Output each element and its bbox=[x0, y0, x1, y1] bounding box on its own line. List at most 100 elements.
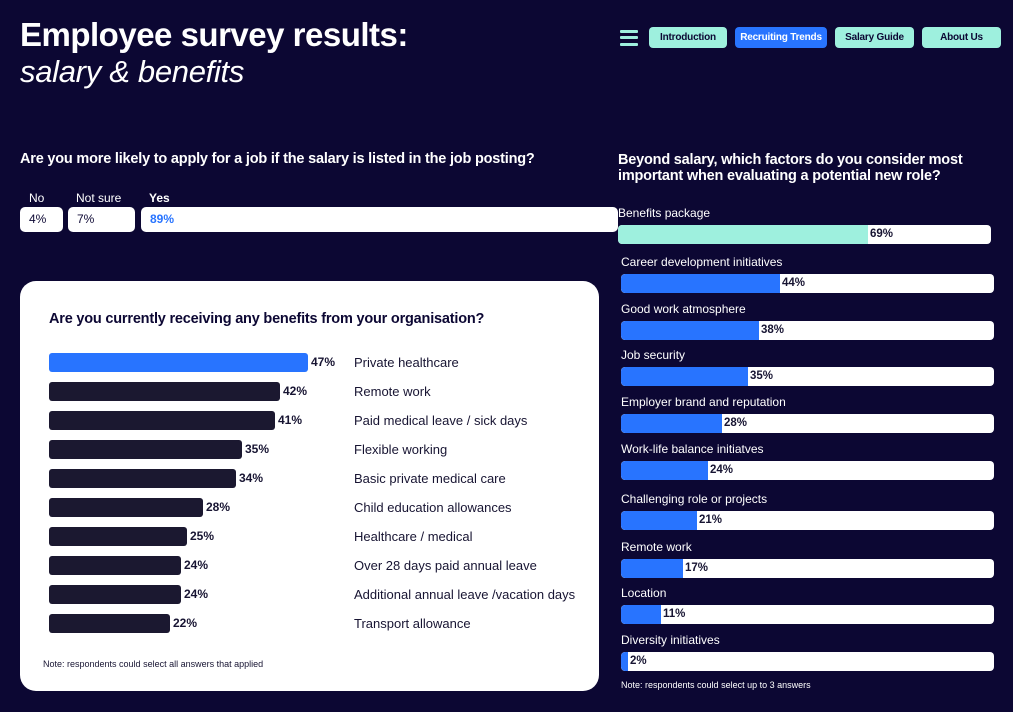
benefit-category-label: Private healthcare bbox=[354, 355, 459, 370]
factor-row: Work-life balance initiatves 24% bbox=[621, 442, 994, 480]
q1-box-yes: 89% bbox=[141, 207, 618, 232]
benefit-category-label: Child education allowances bbox=[354, 500, 512, 515]
benefit-row: 22% Transport allowance bbox=[49, 614, 579, 634]
top-nav: Introduction Recruiting Trends Salary Gu… bbox=[620, 27, 1001, 48]
factor-row: Benefits package 69% bbox=[618, 206, 991, 244]
factor-bar-track: 44% bbox=[621, 274, 994, 293]
factor-row: Remote work 17% bbox=[621, 540, 994, 578]
factor-value-label: 24% bbox=[710, 464, 734, 476]
factor-value-label: 35% bbox=[750, 370, 774, 382]
benefit-category-label: Healthcare / medical bbox=[354, 529, 473, 544]
benefit-value-label: 28% bbox=[206, 500, 231, 514]
factor-bar bbox=[621, 605, 661, 624]
factor-bar bbox=[618, 225, 868, 244]
benefit-row: 47% Private healthcare bbox=[49, 353, 579, 373]
benefit-value-label: 24% bbox=[184, 558, 209, 572]
factor-row: Diversity initiatives 2% bbox=[621, 633, 994, 671]
benefit-value-label: 47% bbox=[311, 355, 336, 369]
benefits-question: Are you currently receiving any benefits… bbox=[49, 311, 485, 327]
nav-recruiting-trends-button[interactable]: Recruiting Trends bbox=[735, 27, 827, 48]
factors-note: Note: respondents could select up to 3 a… bbox=[621, 680, 811, 690]
benefit-bar bbox=[49, 411, 275, 430]
factor-value-label: 17% bbox=[685, 562, 709, 574]
page-subtitle: salary & benefits bbox=[20, 54, 245, 89]
factor-bar-track: 24% bbox=[621, 461, 994, 480]
factor-bar bbox=[621, 321, 759, 340]
benefit-value-label: 42% bbox=[283, 384, 308, 398]
benefit-row: 25% Healthcare / medical bbox=[49, 527, 579, 547]
benefit-bar bbox=[49, 614, 170, 633]
factor-value-label: 69% bbox=[870, 228, 894, 240]
benefit-bar bbox=[49, 469, 236, 488]
factor-bar bbox=[621, 414, 722, 433]
benefit-value-label: 24% bbox=[184, 587, 209, 601]
factor-bar bbox=[621, 652, 628, 671]
benefits-note: Note: respondents could select all answe… bbox=[43, 659, 264, 669]
factor-category-label: Challenging role or projects bbox=[621, 492, 768, 506]
factor-row: Good work atmosphere 38% bbox=[621, 302, 994, 340]
factor-category-label: Location bbox=[621, 586, 667, 600]
factor-category-label: Good work atmosphere bbox=[621, 302, 746, 316]
factor-bar-track: 17% bbox=[621, 559, 994, 578]
nav-about-us-button[interactable]: About Us bbox=[922, 27, 1001, 48]
page-title: Employee survey results: bbox=[20, 16, 408, 53]
factor-value-label: 44% bbox=[782, 277, 806, 289]
benefit-bar bbox=[49, 556, 181, 575]
factor-bar-track: 69% bbox=[618, 225, 991, 244]
factor-bar bbox=[621, 559, 683, 578]
benefit-value-label: 34% bbox=[239, 471, 264, 485]
benefit-bar bbox=[49, 440, 242, 459]
factor-bar-track: 35% bbox=[621, 367, 994, 386]
factor-category-label: Remote work bbox=[621, 540, 692, 554]
factor-category-label: Diversity initiatives bbox=[621, 633, 720, 647]
benefit-row: 24% Over 28 days paid annual leave bbox=[49, 556, 579, 576]
factor-bar bbox=[621, 367, 748, 386]
q1-label-yes: Yes bbox=[149, 191, 170, 205]
factor-bar bbox=[621, 461, 708, 480]
benefit-row: 42% Remote work bbox=[49, 382, 579, 402]
factor-row: Location 11% bbox=[621, 586, 994, 624]
benefit-category-label: Paid medical leave / sick days bbox=[354, 413, 528, 428]
factor-category-label: Work-life balance initiatves bbox=[621, 442, 764, 456]
page-header: Employee survey results: salary & benefi… bbox=[20, 16, 408, 90]
factor-bar bbox=[621, 511, 697, 530]
benefit-category-label: Additional annual leave /vacation days bbox=[354, 587, 576, 602]
benefit-row: 28% Child education allowances bbox=[49, 498, 579, 518]
factor-bar-track: 2% bbox=[621, 652, 994, 671]
benefit-bar bbox=[49, 585, 181, 604]
factor-bar-track: 21% bbox=[621, 511, 994, 530]
benefit-value-label: 41% bbox=[278, 413, 303, 427]
benefit-row: 34% Basic private medical care bbox=[49, 469, 579, 489]
benefit-row: 24% Additional annual leave /vacation day… bbox=[49, 585, 579, 605]
benefit-category-label: Over 28 days paid annual leave bbox=[354, 558, 537, 573]
nav-introduction-button[interactable]: Introduction bbox=[649, 27, 727, 48]
benefit-row: 35% Flexible working bbox=[49, 440, 579, 460]
benefit-row: 41% Paid medical leave / sick days bbox=[49, 411, 579, 431]
factor-row: Career development initiatives 44% bbox=[621, 255, 994, 293]
factor-category-label: Benefits package bbox=[618, 206, 711, 220]
benefit-category-label: Remote work bbox=[354, 384, 431, 399]
hamburger-menu-icon[interactable] bbox=[620, 29, 638, 46]
benefit-category-label: Flexible working bbox=[354, 442, 448, 457]
nav-salary-guide-button[interactable]: Salary Guide bbox=[835, 27, 914, 48]
factors-question: Beyond salary, which factors do you cons… bbox=[618, 152, 963, 184]
benefit-value-label: 22% bbox=[173, 616, 198, 630]
factor-category-label: Career development initiatives bbox=[621, 255, 783, 269]
q1-box-no: 4% bbox=[20, 207, 63, 232]
factor-bar bbox=[621, 274, 780, 293]
factor-value-label: 11% bbox=[663, 608, 686, 620]
factor-value-label: 21% bbox=[699, 514, 723, 526]
factor-value-label: 28% bbox=[724, 417, 748, 429]
benefit-category-label: Transport allowance bbox=[354, 616, 471, 631]
benefit-bar bbox=[49, 498, 203, 517]
factor-row: Employer brand and reputation 28% bbox=[621, 395, 994, 433]
q1-box-not-sure: 7% bbox=[68, 207, 135, 232]
benefit-category-label: Basic private medical care bbox=[354, 471, 506, 486]
factor-category-label: Job security bbox=[621, 348, 686, 362]
benefit-value-label: 25% bbox=[190, 529, 215, 543]
factor-category-label: Employer brand and reputation bbox=[621, 395, 786, 409]
factor-bar-track: 28% bbox=[621, 414, 994, 433]
benefits-card: Are you currently receiving any benefits… bbox=[20, 281, 599, 691]
benefit-bar bbox=[49, 527, 187, 546]
factor-value-label: 2% bbox=[630, 655, 647, 667]
